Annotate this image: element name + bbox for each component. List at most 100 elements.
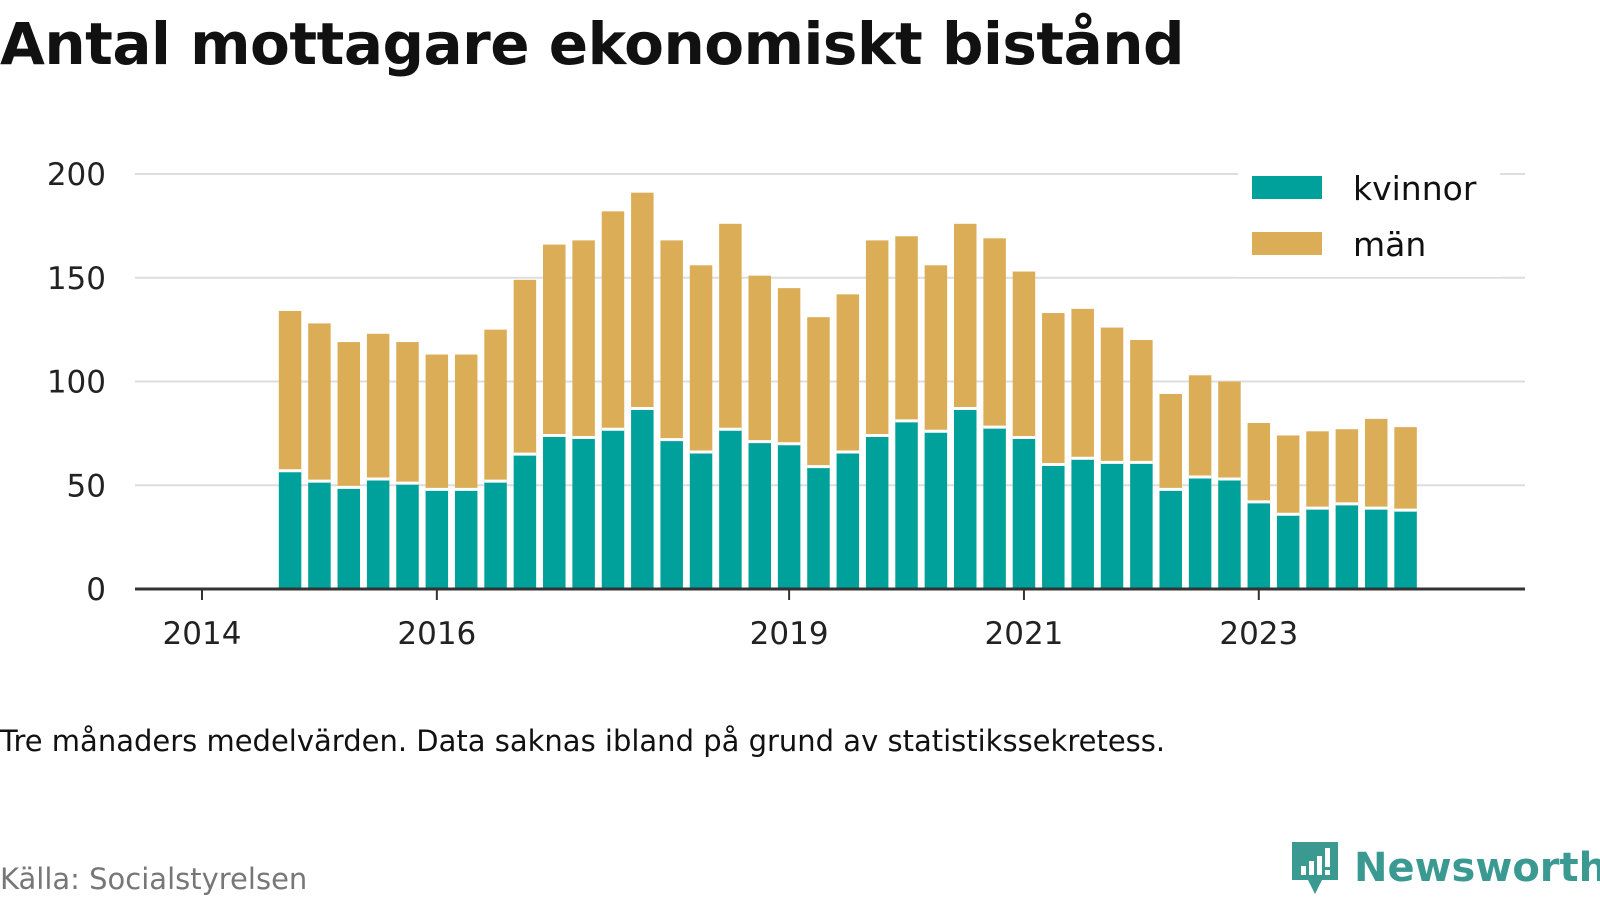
bar-kvinnor: [1394, 510, 1417, 589]
bar-man: [836, 294, 860, 453]
bar-kvinnor: [1188, 476, 1212, 589]
bar-kvinnor: [1130, 462, 1153, 589]
bar-man: [543, 244, 566, 436]
bar-kvinnor: [748, 441, 772, 589]
y-tick-label: 200: [47, 157, 106, 193]
bar-man: [865, 240, 889, 436]
bar-kvinnor: [1276, 514, 1300, 589]
bar-man: [308, 323, 331, 482]
bar-kvinnor: [337, 487, 361, 589]
bar-kvinnor: [1012, 437, 1036, 589]
bar-man: [601, 211, 625, 430]
brand-logo: Newsworthy: [1290, 840, 1600, 896]
bar-man: [924, 265, 948, 432]
bar-kvinnor: [953, 408, 977, 589]
bar-kvinnor: [631, 408, 654, 589]
bar-kvinnor: [1100, 462, 1124, 589]
bar-kvinnor: [777, 443, 801, 589]
bar-kvinnor: [513, 454, 537, 589]
bar-man: [660, 240, 683, 440]
y-tick-label: 50: [67, 468, 106, 504]
bar-man: [1276, 435, 1300, 515]
chart-title: Antal mottagare ekonomiskt bistånd: [0, 10, 1185, 78]
x-tick-label: 2019: [750, 616, 829, 652]
bar-man: [1306, 431, 1329, 509]
bar-kvinnor: [543, 435, 566, 589]
legend: kvinnor män: [1238, 160, 1500, 277]
bar-man: [1042, 313, 1065, 465]
bar-kvinnor: [484, 481, 507, 589]
bar-kvinnor: [1159, 489, 1182, 589]
bar-kvinnor: [865, 435, 889, 589]
y-tick-label: 0: [86, 572, 106, 608]
newsworthy-logo-icon: [1292, 842, 1338, 894]
bar-kvinnor: [1042, 464, 1065, 589]
stacked-bar-chart: 0 50 100 150 200 2014 2016 2019 2021 2023 kvinnor…: [47, 157, 1525, 652]
bar-man: [513, 279, 537, 455]
bar-man: [895, 236, 918, 421]
axes: 0 50 100 150 200 2014 2016 2019 2021 2023: [47, 157, 1525, 652]
bar-kvinnor: [1247, 501, 1271, 589]
bar-man: [777, 288, 801, 444]
bar-man: [1247, 423, 1271, 502]
bar-kvinnor: [1071, 458, 1094, 589]
bar-kvinnor: [836, 452, 860, 589]
bar-man: [396, 342, 419, 484]
bar-kvinnor: [660, 439, 683, 589]
brand-name: Newsworthy: [1354, 845, 1600, 891]
bar-kvinnor: [1306, 508, 1329, 589]
bar-kvinnor: [601, 429, 625, 589]
bar-man: [1130, 340, 1153, 463]
bar-man: [1012, 271, 1036, 438]
legend-label: män: [1353, 225, 1426, 264]
bar-man: [1218, 381, 1241, 480]
y-tick-label: 150: [47, 261, 106, 297]
bar-man: [425, 354, 449, 490]
bar-kvinnor: [396, 483, 419, 589]
bar-man: [983, 238, 1006, 428]
bar-kvinnor: [425, 489, 449, 589]
x-tick-label: 2014: [163, 616, 242, 652]
bar-kvinnor: [689, 452, 713, 589]
bar-man: [1394, 427, 1417, 511]
bar-kvinnor: [1335, 503, 1359, 589]
bar-man: [953, 223, 977, 409]
legend-swatch: [1252, 176, 1322, 199]
bar-man: [1159, 393, 1182, 490]
bar-kvinnor: [1218, 479, 1241, 589]
x-tick-label: 2021: [985, 616, 1064, 652]
bar-kvinnor: [807, 466, 830, 589]
bar-kvinnor: [983, 427, 1006, 589]
bar-man: [1364, 418, 1388, 509]
bar-man: [1071, 308, 1094, 459]
bar-man: [484, 329, 507, 482]
bar-man: [631, 192, 654, 409]
x-tick-label: 2016: [397, 616, 476, 652]
bar-kvinnor: [308, 481, 331, 589]
x-tick-label: 2023: [1219, 616, 1298, 652]
legend-label: kvinnor: [1353, 169, 1477, 208]
bar-man: [689, 265, 713, 453]
bar-kvinnor: [895, 420, 918, 589]
bar-kvinnor: [278, 470, 302, 589]
chart-note: Tre månaders medelvärden. Data saknas ib…: [0, 724, 1166, 758]
bar-man: [454, 354, 478, 490]
bar-kvinnor: [1364, 508, 1388, 589]
bar-kvinnor: [366, 479, 390, 589]
bar-man: [1335, 429, 1359, 504]
y-tick-label: 100: [47, 365, 106, 401]
legend-swatch: [1252, 232, 1322, 255]
bar-man: [719, 223, 742, 430]
bar-kvinnor: [572, 437, 595, 589]
bar-man: [572, 240, 595, 438]
bar-kvinnor: [719, 429, 742, 589]
bar-man: [807, 317, 830, 467]
bar-man: [366, 333, 390, 480]
source-label: Källa: Socialstyrelsen: [0, 862, 308, 896]
bar-man: [337, 342, 361, 488]
bar-man: [748, 275, 772, 442]
bar-kvinnor: [924, 431, 948, 589]
bar-man: [278, 310, 302, 471]
bar-kvinnor: [454, 489, 478, 589]
bar-man: [1100, 327, 1124, 463]
